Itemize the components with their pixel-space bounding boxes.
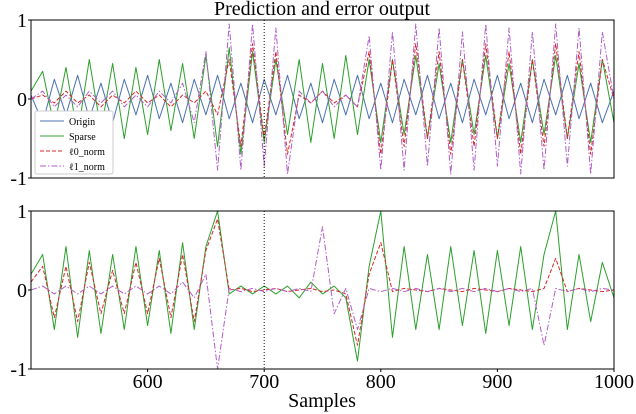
x-tick-label: 600 <box>133 371 163 393</box>
y-tick-label: -1 <box>10 359 27 381</box>
y-tick-label: 0 <box>17 280 27 302</box>
series-line-l1-norm-top <box>31 23 614 175</box>
y-tick-label: -1 <box>10 168 27 190</box>
x-tick-label: 1000 <box>594 371 634 393</box>
y-tick-label: 1 <box>17 10 27 32</box>
legend-label: ℓ1_norm <box>69 162 105 173</box>
x-tick-label: 800 <box>366 371 396 393</box>
y-tick-label: 0 <box>17 89 27 111</box>
series-line-origin-top <box>31 74 614 124</box>
series-line-l0-norm-bottom <box>31 218 614 346</box>
figure-title: Prediction and error output <box>214 0 430 20</box>
bottom-panel: -1 0 1 600 700 800 900 1000 <box>10 201 634 393</box>
legend-label: Sparse <box>69 132 96 143</box>
top-panel: -1 0 1 Origin Sparse ℓ0_norm ℓ1_norm <box>10 10 615 190</box>
legend-label: ℓ0_norm <box>69 147 105 158</box>
series-line-sparse-bottom <box>31 211 614 362</box>
x-tick-label: 900 <box>482 371 512 393</box>
x-axis-label: Samples <box>288 390 356 412</box>
legend: Origin Sparse ℓ0_norm ℓ1_norm <box>34 110 114 175</box>
y-tick-label: 1 <box>17 201 27 223</box>
series-line-l1-norm-bottom <box>31 226 614 369</box>
x-tick-label: 700 <box>249 371 279 393</box>
legend-label: Origin <box>69 117 95 128</box>
